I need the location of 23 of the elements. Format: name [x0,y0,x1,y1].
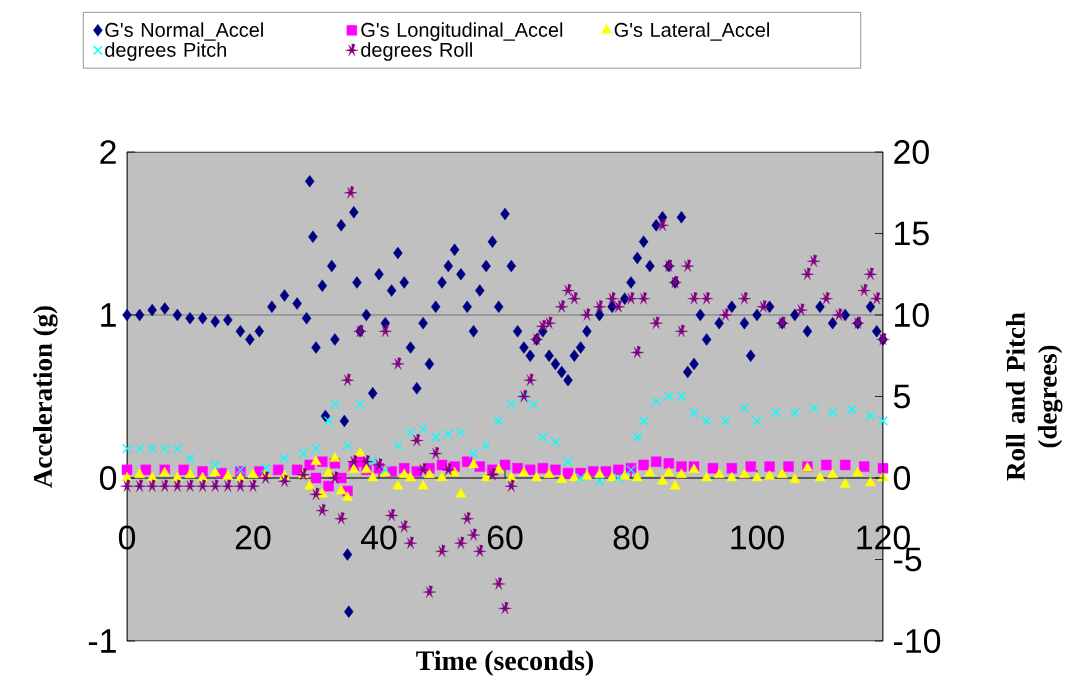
x-tick-label: 40 [360,525,397,550]
x-tick-label: 80 [613,525,649,550]
y2-tick-label: 0 [893,466,911,490]
x-tick-label: 100 [731,525,784,550]
y-tick-label: 1 [101,303,116,327]
x-axis-title: Time (seconds) [416,650,593,676]
y2-tick-label: 5 [893,384,910,409]
x-tick-label: 20 [235,525,271,550]
legend-label: G's Normal_Accel [105,22,263,41]
y2-tick-label: -10 [894,629,941,653]
y-tick-label: -1 [88,629,116,653]
y-axis-title: Acceleration (g) [33,306,58,488]
legend-label: degrees Pitch [105,42,226,61]
y2-tick-label: 10 [895,303,929,327]
x-tick-label: 60 [487,525,523,550]
y-tick-label: 2 [100,140,116,164]
y2-tick-label: 20 [894,140,929,164]
legend-label: G's Longitudinal_Accel [361,22,563,41]
y2-tick-label: 15 [895,221,929,246]
legend-label: G's Lateral_Accel [614,22,769,41]
y2-axis-title: Roll and Pitch (degrees) [1005,312,1063,481]
y-tick-label: 0 [99,466,117,490]
legend-label: degrees Roll [361,42,472,61]
